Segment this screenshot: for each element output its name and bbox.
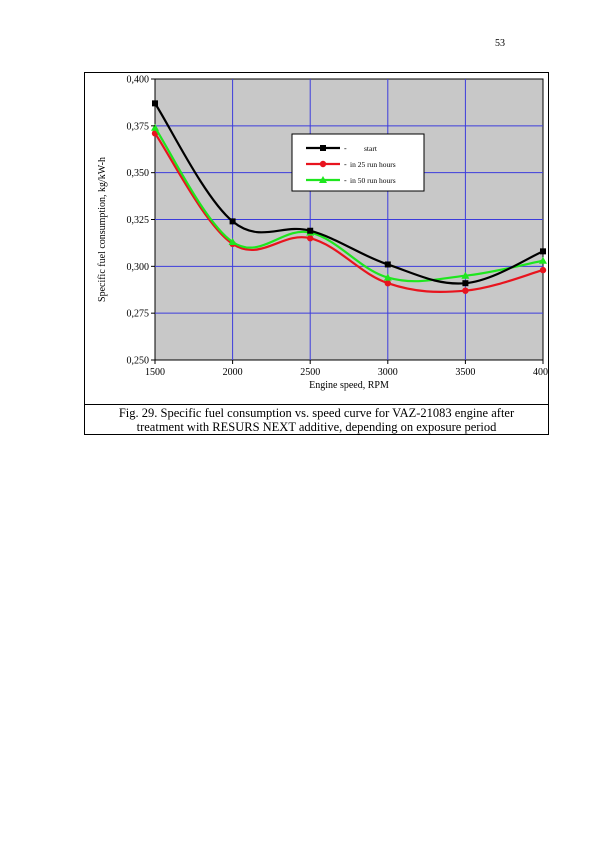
y-tick-label: 0,325: [127, 215, 150, 226]
x-axis-label: Engine speed, RPM: [309, 380, 389, 391]
y-tick-label: 0,400: [127, 75, 150, 86]
data-point: [228, 237, 237, 245]
data-point: [229, 218, 236, 225]
series-line: [154, 102, 544, 285]
x-tick-label: 2500: [300, 367, 320, 378]
data-point: [384, 279, 391, 287]
figure-caption: Fig. 29. Specific fuel consumption vs. s…: [85, 404, 548, 434]
legend-marker: [320, 145, 326, 151]
legend-item: - in 25 run hours: [306, 160, 396, 169]
data-point: [462, 280, 469, 287]
series-in-50-run-hours: [151, 123, 547, 283]
legend: - start-in 25 run hours-in 50 run hours: [291, 133, 425, 192]
legend-dash: -: [344, 176, 347, 185]
y-axis-label: Specific fuel consumption, kg/kW-h: [97, 157, 108, 302]
legend-item: - in 50 run hours: [306, 176, 396, 185]
page-number: 53: [495, 38, 505, 49]
data-point: [307, 227, 314, 234]
data-point: [540, 248, 546, 255]
data-point: [152, 100, 158, 107]
x-tick-label: 3000: [378, 367, 398, 378]
data-point: [539, 256, 547, 264]
legend-label: start: [364, 144, 378, 153]
x-tick-label: 2000: [223, 367, 243, 378]
y-tick-label: 0,375: [127, 121, 150, 132]
legend-marker: [319, 176, 327, 183]
data-point: [307, 235, 314, 242]
legend-item: - start: [306, 144, 378, 153]
caption-line-1: Fig. 29. Specific fuel consumption vs. s…: [118, 406, 515, 420]
y-tick-label: 0,275: [127, 309, 150, 320]
data-point: [461, 271, 470, 279]
legend-label: in 25 run hours: [350, 160, 396, 169]
legend-box: [291, 133, 425, 192]
series-start: [152, 100, 546, 287]
x-tick-label: 1500: [145, 367, 165, 378]
y-tick-label: 0,350: [127, 168, 150, 179]
series-line: [154, 132, 544, 293]
caption-line-2: treatment with RESURS NEXT additive, dep…: [136, 420, 497, 434]
legend-dash: -: [344, 144, 347, 153]
data-point: [151, 123, 159, 131]
legend-marker: [319, 160, 327, 168]
y-tick-label: 0,300: [127, 262, 150, 273]
legend-dash: -: [344, 160, 347, 169]
legend-label: in 50 run hours: [350, 176, 396, 185]
data-point: [384, 261, 391, 268]
data-point: [383, 273, 392, 281]
y-tick-label: 0,250: [127, 356, 150, 367]
data-point: [539, 266, 547, 274]
x-tick-label: 3500: [455, 367, 475, 378]
data-point: [462, 287, 469, 294]
